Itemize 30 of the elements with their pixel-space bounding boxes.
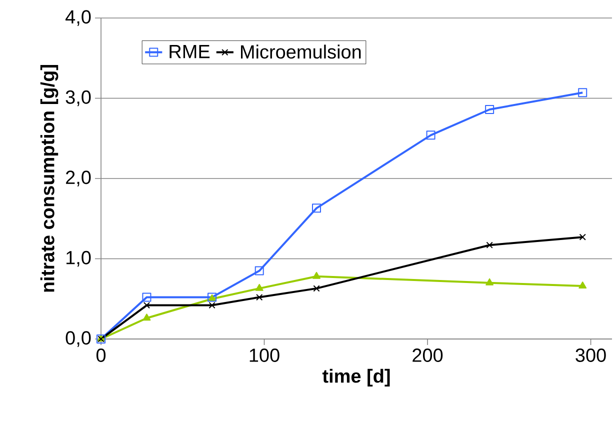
point (255, 284, 264, 291)
point (579, 234, 586, 240)
x-tick-label: 0 (96, 348, 106, 362)
x-axis-title: time [d] (322, 368, 390, 387)
point (312, 204, 322, 213)
y-tick-label: 4,0 (66, 10, 91, 26)
point (143, 302, 150, 309)
point (208, 302, 216, 309)
legend-label: RME (170, 45, 210, 58)
y-axis-title: nitrate consumption [g/g] (40, 65, 58, 292)
y-tick-label: 2,0 (66, 170, 91, 186)
point (486, 242, 493, 248)
point (485, 104, 494, 114)
point (142, 314, 151, 321)
legend-label: Microemulsion (241, 44, 361, 59)
point (578, 88, 588, 98)
y-tick-label: 0,0 (66, 331, 91, 347)
point (578, 282, 587, 289)
point (313, 285, 320, 292)
point (426, 130, 436, 140)
x-tick-label: 300 (576, 348, 606, 362)
x-tick-label: 100 (250, 348, 280, 362)
y-tick-label: 1,0 (66, 250, 91, 267)
y-tick-label: 3,0 (66, 90, 91, 106)
point (142, 292, 152, 302)
point (312, 272, 320, 279)
point (486, 278, 494, 286)
x-tick-label: 200 (412, 348, 443, 362)
point (256, 294, 263, 301)
point (254, 266, 264, 276)
